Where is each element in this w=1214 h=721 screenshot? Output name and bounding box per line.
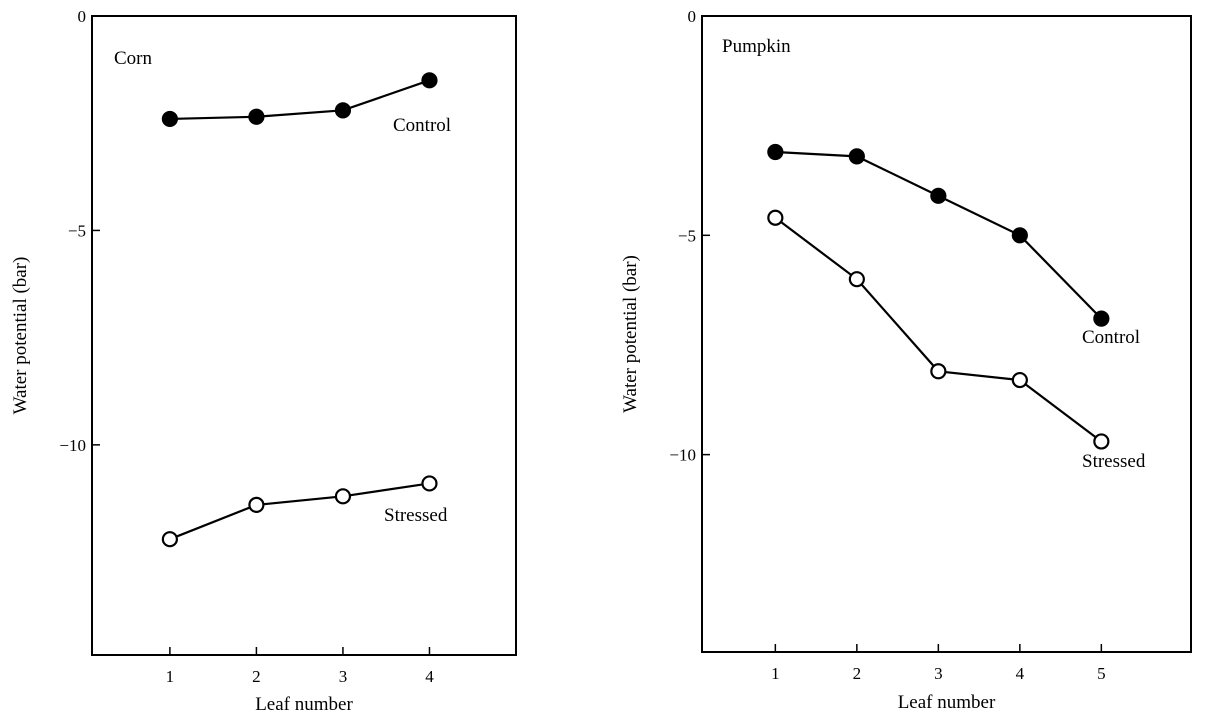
data-point-stressed (1093, 433, 1110, 450)
series-label-control: Control (393, 115, 451, 136)
data-point-stressed (848, 271, 865, 288)
y-tick-label: −5 (68, 221, 86, 240)
data-point-control (161, 110, 178, 128)
x-tick-label: 5 (1097, 664, 1106, 683)
y-tick-label: 0 (78, 7, 87, 26)
x-tick-label: 4 (425, 667, 434, 686)
y-tick-label: −5 (678, 226, 696, 245)
x-axis-title: Leaf number (255, 694, 353, 715)
data-point-control (334, 102, 352, 119)
y-tick-label: −10 (59, 436, 86, 455)
data-point-stressed (248, 496, 265, 513)
y-tick-label: −10 (669, 446, 696, 465)
chart-panel-0: 0 −5 −10 1 2 3 4 Leaf number Water potential (ba… (10, 7, 517, 715)
chart-panel-1: 0 −5 −10 1 2 3 4 5 Leaf number Water potential (b… (620, 7, 1192, 713)
series-line-control (169, 79, 430, 121)
x-tick-label: 2 (252, 667, 261, 686)
series-label-stressed: Stressed (384, 505, 448, 526)
data-point-stressed (1011, 371, 1028, 389)
x-tick-label: 3 (934, 664, 943, 683)
data-point-stressed (767, 209, 784, 226)
x-tick-label: 4 (1016, 664, 1025, 683)
panel-title: Corn (114, 48, 153, 69)
series-label-stressed: Stressed (1082, 451, 1146, 472)
y-axis-title: Water potential (bar) (10, 257, 31, 415)
series-line-stressed (774, 216, 1103, 443)
x-tick-label: 3 (339, 667, 348, 686)
plot-frame (91, 15, 517, 656)
data-point-stressed (161, 531, 178, 548)
data-point-control (848, 148, 865, 165)
data-point-stressed (930, 363, 947, 380)
x-tick-label: 1 (166, 667, 175, 686)
data-point-control (930, 187, 947, 204)
data-point-stressed (334, 488, 352, 505)
plot-frame (701, 15, 1192, 653)
data-point-stressed (421, 475, 438, 492)
data-point-control (767, 143, 784, 161)
data-point-control (421, 72, 438, 89)
x-tick-label: 2 (853, 664, 862, 683)
series-line-control (775, 150, 1103, 320)
series-label-control: Control (1082, 327, 1140, 348)
x-tick-label: 1 (771, 664, 780, 683)
panel-title: Pumpkin (722, 36, 791, 57)
data-point-control (1093, 310, 1110, 327)
y-tick-label: 0 (688, 7, 697, 26)
series-line-stressed (169, 482, 430, 541)
y-axis-title: Water potential (bar) (620, 255, 641, 413)
data-point-control (1011, 227, 1028, 244)
data-point-control (248, 108, 265, 125)
x-axis-title: Leaf number (898, 692, 996, 713)
